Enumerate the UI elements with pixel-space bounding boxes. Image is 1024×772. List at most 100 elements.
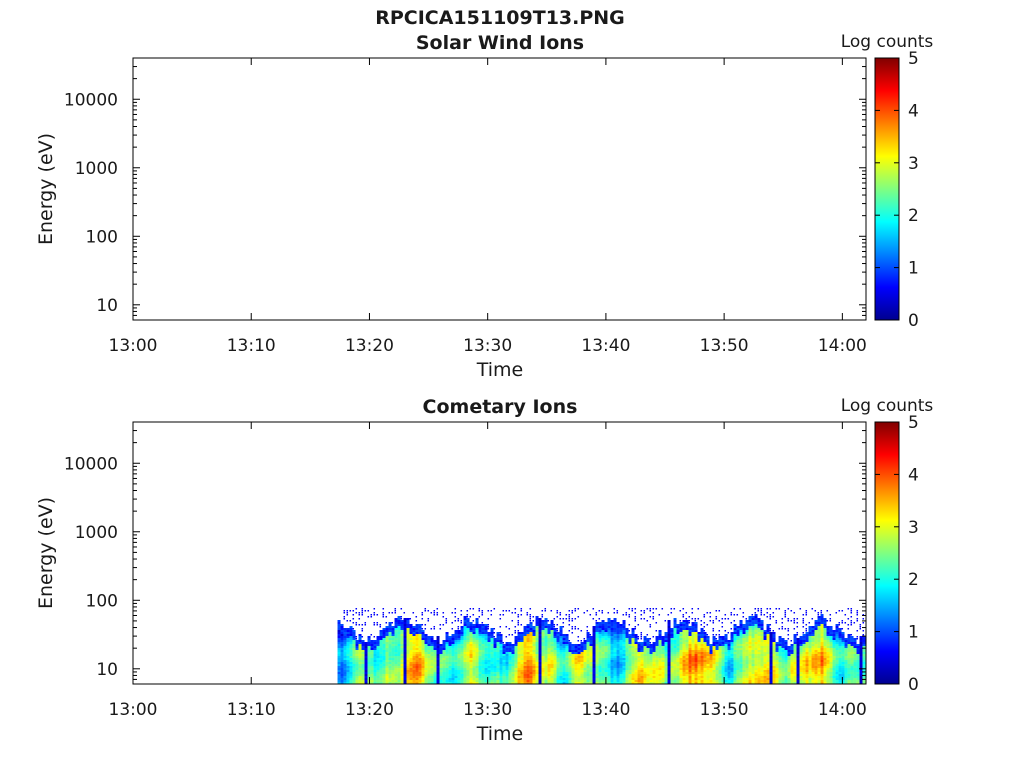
heatmap-cell (560, 648, 563, 650)
heatmap-cell (812, 634, 815, 636)
heatmap-cell (626, 648, 629, 650)
heatmap-cell (407, 650, 410, 652)
heatmap-cell (491, 632, 494, 634)
heatmap-cell (434, 648, 437, 650)
heatmap-cell (695, 626, 698, 628)
heatmap-cell (818, 624, 821, 626)
heatmap-cell (812, 662, 815, 664)
heatmap-cell (431, 668, 434, 670)
heatmap-cell (731, 632, 734, 634)
heatmap-cell (761, 676, 764, 678)
heatmap-cell (347, 668, 350, 670)
heatmap-cell (539, 658, 542, 660)
heatmap-cell (806, 670, 809, 672)
heatmap-cell (734, 646, 737, 648)
heatmap-cell (818, 632, 821, 634)
heatmap-cell (722, 648, 725, 650)
heatmap-cell (734, 654, 737, 656)
heatmap-cell (353, 652, 356, 654)
heatmap-cell (755, 676, 758, 678)
heatmap-cell (581, 664, 584, 666)
heatmap-cell (716, 644, 719, 646)
heatmap-cell (533, 680, 536, 682)
heatmap-cell (623, 624, 626, 626)
heatmap-cell (599, 676, 602, 678)
heatmap-cell (698, 634, 701, 636)
heatmap-cell (551, 674, 554, 676)
heatmap-cell (743, 660, 746, 662)
heatmap-speck (440, 628, 442, 630)
heatmap-cell (443, 646, 446, 648)
heatmap-cell (413, 660, 416, 662)
heatmap-cell (338, 674, 341, 676)
heatmap-cell (737, 660, 740, 662)
heatmap-cell (356, 672, 359, 674)
heatmap-cell (665, 648, 668, 650)
heatmap-cell (776, 668, 779, 670)
heatmap-cell (491, 668, 494, 670)
heatmap-speck (797, 618, 799, 620)
heatmap-cell (569, 670, 572, 672)
heatmap-cell (554, 632, 557, 634)
heatmap-cell (452, 638, 455, 640)
heatmap-speck (344, 610, 346, 612)
heatmap-cell (344, 672, 347, 674)
heatmap-cell (557, 668, 560, 670)
heatmap-cell (452, 648, 455, 650)
heatmap-cell (479, 678, 482, 680)
heatmap-cell (611, 654, 614, 656)
heatmap-cell (548, 642, 551, 644)
heatmap-cell (602, 670, 605, 672)
heatmap-cell (533, 638, 536, 640)
heatmap-cell (410, 642, 413, 644)
heatmap-cell (533, 646, 536, 648)
heatmap-cell (614, 678, 617, 680)
heatmap-cell (497, 652, 500, 654)
heatmap-cell (731, 660, 734, 662)
heatmap-cell (821, 666, 824, 668)
heatmap-cell (461, 650, 464, 652)
heatmap-cell (629, 638, 632, 640)
heatmap-cell (638, 652, 641, 654)
heatmap-cell (458, 644, 461, 646)
heatmap-cell (503, 678, 506, 680)
heatmap-cell (590, 658, 593, 660)
heatmap-cell (785, 654, 788, 656)
heatmap-cell (551, 680, 554, 682)
heatmap-cell (449, 638, 452, 640)
heatmap-cell (359, 648, 362, 650)
heatmap-cell (560, 680, 563, 682)
heatmap-cell (374, 666, 377, 668)
heatmap-cell (698, 676, 701, 678)
heatmap-cell (683, 672, 686, 674)
heatmap-cell (593, 642, 596, 644)
heatmap-cell (701, 656, 704, 658)
heatmap-cell (488, 650, 491, 652)
heatmap-cell (686, 644, 689, 646)
heatmap-cell (410, 648, 413, 650)
heatmap-cell (821, 670, 824, 672)
heatmap-cell (452, 676, 455, 678)
heatmap-cell (392, 652, 395, 654)
heatmap-cell (656, 666, 659, 668)
heatmap-cell (443, 680, 446, 682)
heatmap-cell (533, 674, 536, 676)
heatmap-cell (734, 642, 737, 644)
heatmap-cell (710, 666, 713, 668)
heatmap-cell (545, 670, 548, 672)
heatmap-cell (719, 664, 722, 666)
heatmap-cell (677, 650, 680, 652)
heatmap-cell (476, 670, 479, 672)
heatmap-cell (368, 652, 371, 654)
heatmap-cell (749, 674, 752, 676)
heatmap-speck (494, 608, 496, 610)
heatmap-cell (539, 654, 542, 656)
heatmap-cell (632, 662, 635, 664)
heatmap-cell (569, 678, 572, 680)
heatmap-cell (737, 656, 740, 658)
heatmap-cell (500, 642, 503, 644)
heatmap-cell (599, 628, 602, 630)
heatmap-cell (716, 674, 719, 676)
heatmap-cell (401, 630, 404, 632)
heatmap-cell (404, 670, 407, 672)
